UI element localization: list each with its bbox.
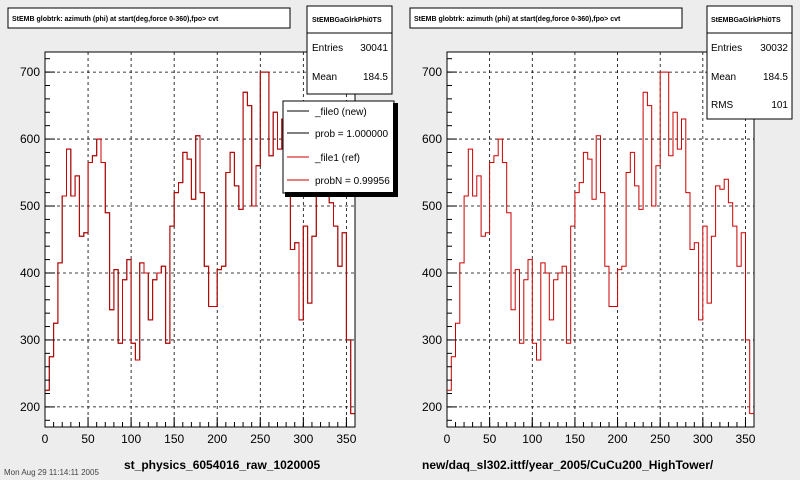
left-xtick-label: 350 — [336, 432, 356, 446]
right-stats-value-1: 184.5 — [763, 72, 788, 83]
left-stats-name: StEMBGaGlrkPhi0TS — [312, 17, 382, 24]
left-caption: st_physics_6054016_raw_1020005 — [124, 458, 321, 472]
left-xtick-label: 200 — [207, 432, 227, 446]
left-xtick-label: 0 — [42, 432, 49, 446]
left-stats-label-1: Mean — [312, 72, 337, 83]
footer-timestamp: Mon Aug 29 11:14:11 2005 — [4, 468, 99, 477]
legend-entry-3: probN = 0.99956 — [315, 176, 390, 187]
left-ytick-label: 400 — [20, 266, 40, 280]
left-series-1-line — [45, 71, 355, 415]
right-xtick-label: 150 — [565, 432, 585, 446]
right-xtick-label: 0 — [444, 432, 451, 446]
left-xtick-label: 300 — [293, 432, 313, 446]
left-title-box: StEMB globtrk: azimuth (phi) at start(de… — [7, 7, 291, 29]
right-stats-label-1: Mean — [711, 72, 736, 83]
left-ytick-label: 500 — [20, 199, 40, 213]
right-ytick-label: 300 — [422, 333, 442, 347]
right-stats-value-2: 101 — [771, 100, 788, 111]
right-axes: 0 50 100 150 200 250 300 350 200 300 400 500 600 700 — [422, 58, 756, 446]
right-xtick-label: 200 — [608, 432, 628, 446]
right-pad: 0 50 100 150 200 250 300 350200300400500600700 … — [409, 5, 793, 446]
left-ytick-label: 300 — [20, 333, 40, 347]
left-axes: 0 50 100 150 200 250 300 350 200 300 400 500 600 700 — [20, 58, 357, 446]
right-stats-label-0: Entries — [711, 43, 742, 54]
right-chart-title: StEMB globtrk: azimuth (phi) at start(de… — [414, 16, 621, 23]
legend-box: _file0 (new) prob = 1.000000 _file1 (ref… — [282, 100, 398, 197]
right-xtick-label: 250 — [650, 432, 670, 446]
right-stats-label-2: RMS — [711, 100, 734, 111]
right-xtick-label: 300 — [693, 432, 713, 446]
right-stats-name: StEMBGaGlrkPhi0TS — [711, 17, 781, 24]
left-stats-box: StEMBGaGlrkPhi0TS Entries 30041 Mean 184… — [306, 5, 393, 95]
left-xtick-label: 100 — [121, 432, 141, 446]
right-xtick-label: 100 — [522, 432, 542, 446]
left-ytick-label: 600 — [20, 132, 40, 146]
right-xtick-label: 50 — [483, 432, 497, 446]
left-xtick-label: 250 — [250, 432, 270, 446]
left-stats-label-0: Entries — [312, 43, 343, 54]
right-ytick-label: 600 — [422, 132, 442, 146]
left-histograms — [45, 71, 355, 415]
right-stats-value-0: 30032 — [760, 43, 788, 54]
right-stats-box: StEMBGaGlrkPhi0TS Entries 30032 Mean 184… — [706, 5, 793, 120]
left-chart-title: StEMB globtrk: azimuth (phi) at start(de… — [12, 16, 219, 23]
right-series-0-line — [447, 71, 754, 415]
right-histograms — [447, 71, 754, 415]
left-xtick-label: 50 — [81, 432, 95, 446]
left-ytick-label: 200 — [20, 400, 40, 414]
right-caption: new/daq_sl302.ittf/year_2005/CuCu200_Hig… — [422, 458, 714, 472]
left-pad: 0 50 100 150 200 250 300 350200300400500600700 … — [7, 5, 398, 446]
right-ytick-label: 400 — [422, 266, 442, 280]
right-ytick-label: 200 — [422, 400, 442, 414]
legend-entry-1: prob = 1.000000 — [315, 129, 389, 140]
right-ytick-label: 500 — [422, 199, 442, 213]
left-xtick-label: 150 — [164, 432, 184, 446]
legend-entry-2: _file1 (ref) — [314, 153, 360, 164]
left-stats-value-0: 30041 — [360, 43, 388, 54]
right-ytick-label: 700 — [422, 65, 442, 79]
right-xtick-label: 350 — [735, 432, 755, 446]
legend-entry-0: _file0 (new) — [314, 107, 367, 118]
right-title-box: StEMB globtrk: azimuth (phi) at start(de… — [409, 7, 683, 29]
left-stats-value-1: 184.5 — [363, 72, 388, 83]
left-ytick-label: 700 — [20, 65, 40, 79]
